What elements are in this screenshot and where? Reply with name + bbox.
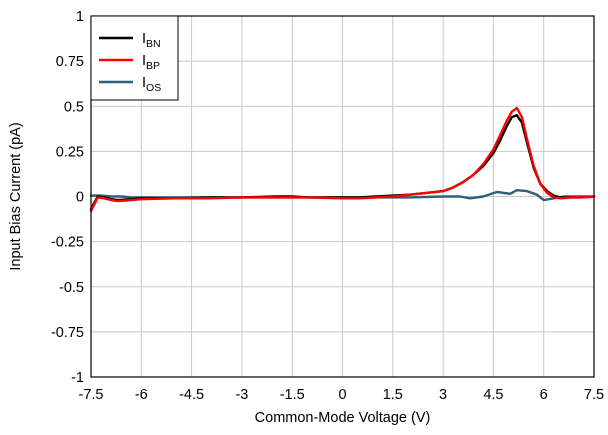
series-line-os (89, 188, 596, 202)
y-tick-label: 0.75 (56, 54, 84, 70)
x-tick-label: -6 (135, 387, 148, 403)
y-tick-label: -1 (71, 370, 84, 386)
plot-area-frame (90, 15, 595, 378)
x-tick-label: 7.5 (584, 387, 604, 403)
legend: IBN IBP IOS (90, 15, 179, 101)
y-axis-title: Input Bias Current (pA) (8, 122, 24, 270)
x-tick-label: -3 (235, 387, 248, 403)
x-axis-title: Common-Mode Voltage (V) (255, 410, 431, 426)
legend-label-bn: IBN (142, 31, 161, 50)
y-tick-label: -0.25 (51, 235, 84, 251)
y-tick-label: 0 (76, 190, 84, 206)
x-tick-label: -4.5 (179, 387, 204, 403)
y-tick-label: -0.5 (59, 280, 84, 296)
y-axis-tick-labels: 1 0.75 0.5 0.25 0 -0.25 -0.5 -0.75 -1 (51, 9, 84, 386)
x-tick-label: 3 (439, 387, 447, 403)
x-tick-label: 0 (338, 387, 346, 403)
y-tick-label: 1 (76, 9, 84, 25)
x-axis-tick-labels: -7.5 -6 -4.5 -3 -1.5 0 1.5 3 4.5 6 7.5 (79, 387, 605, 403)
series-line-bp (89, 106, 596, 213)
legend-label-bp: IBP (142, 53, 160, 72)
x-tick-label: 4.5 (483, 387, 503, 403)
x-tick-label: 1.5 (383, 387, 403, 403)
x-tick-label: -1.5 (280, 387, 305, 403)
series-lines (89, 106, 596, 213)
x-tick-label: -7.5 (79, 387, 104, 403)
legend-label-os: IOS (142, 75, 161, 94)
x-tick-label: 6 (540, 387, 548, 403)
y-tick-label: 0.5 (64, 99, 84, 115)
y-tick-label: 0.25 (56, 144, 84, 160)
legend-box (90, 15, 179, 101)
y-tick-label: -0.75 (51, 325, 84, 341)
